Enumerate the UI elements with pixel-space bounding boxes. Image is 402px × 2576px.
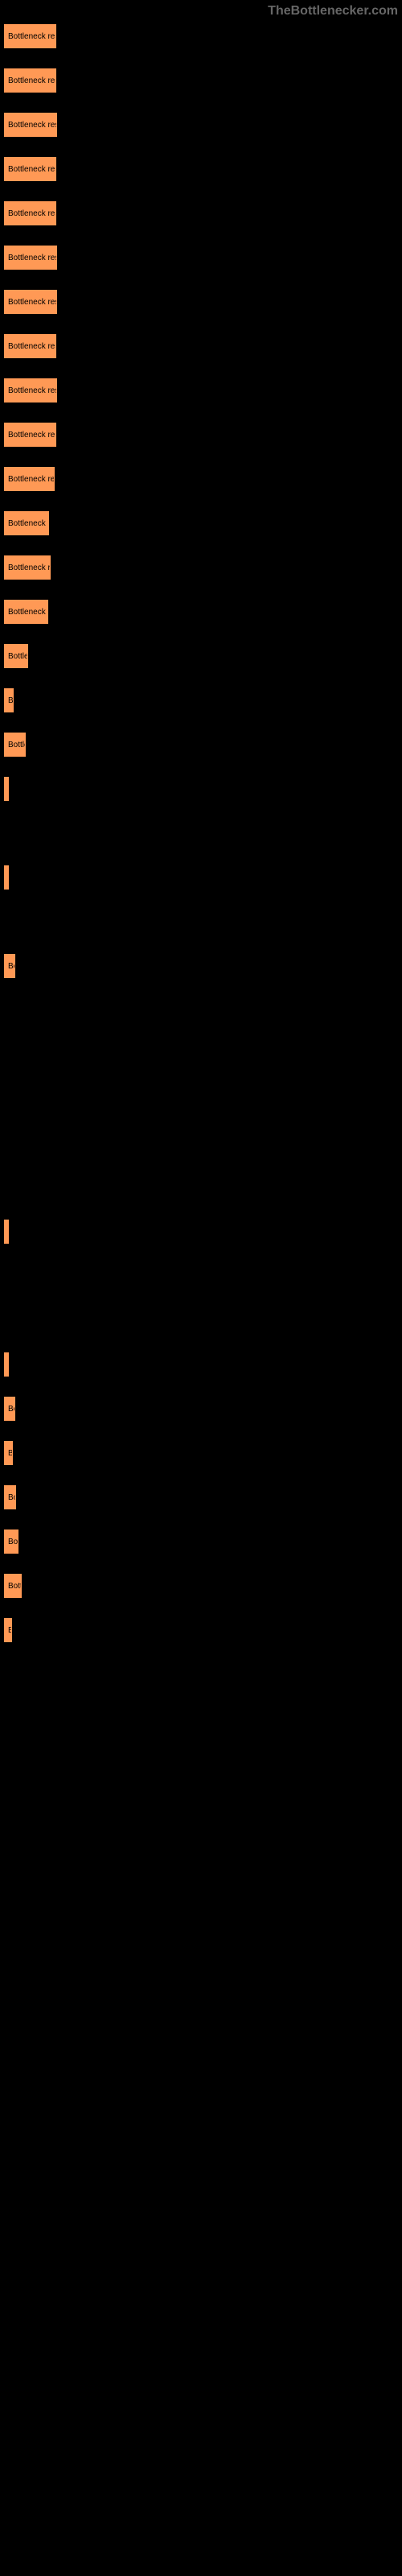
bar: Bottleneck re (4, 467, 55, 491)
bar-row (4, 1220, 402, 1244)
bar-row: Bottleneck r (4, 600, 402, 624)
bar-row: Bottleneck r (4, 555, 402, 580)
bar (4, 777, 9, 801)
bar: B (4, 688, 14, 712)
bar-row: Bottleneck resu (4, 334, 402, 358)
bar-row: B (4, 1618, 402, 1642)
bar-row (4, 1264, 402, 1288)
bar-row: Bottleneck resu (4, 246, 402, 270)
watermark: TheBottlenecker.com (268, 4, 398, 19)
bar-row (4, 1131, 402, 1155)
bar-row: B (4, 1441, 402, 1465)
bar: Bottleneck resu (4, 201, 56, 225)
bar-row: Bottlen (4, 644, 402, 668)
bar: Bottleneck resu (4, 423, 56, 447)
bar-row (4, 910, 402, 934)
bar: Bottleneck r (4, 511, 49, 535)
bar: Bottleneck resu (4, 68, 56, 93)
bar: Bottleneck resu (4, 24, 56, 48)
bar-row: Bottleneck re (4, 467, 402, 491)
bar (4, 1220, 9, 1244)
bar-row: Bottleneck resu (4, 201, 402, 225)
bar: Bottleneck resu (4, 113, 57, 137)
bar: B (4, 1618, 12, 1642)
bar: B (4, 1441, 13, 1465)
bar-row (4, 1308, 402, 1332)
bar-row: Bottleneck resu (4, 290, 402, 314)
bar: Bo (4, 1485, 16, 1509)
bar: Bo (4, 954, 15, 978)
bar-row: Bottleneck resu (4, 378, 402, 402)
bar-row (4, 1175, 402, 1199)
bar-row: Bottleneck resu (4, 68, 402, 93)
bar: Bottleneck resu (4, 246, 57, 270)
bar-chart: Bottleneck resu Bottleneck resu Bottleneck… (0, 0, 402, 1642)
bar-row: Bo (4, 954, 402, 978)
bar-row: B (4, 688, 402, 712)
bar: Bottleneck resu (4, 290, 57, 314)
bar (4, 865, 9, 890)
bar-row (4, 777, 402, 801)
bar-row: Bottle (4, 733, 402, 757)
bar (4, 1352, 9, 1377)
bar-row: Bo (4, 1397, 402, 1421)
bar-row: Bot (4, 1530, 402, 1554)
bar: Bottleneck r (4, 600, 48, 624)
bar: Bo (4, 1397, 15, 1421)
bar-row: Bottleneck resu (4, 113, 402, 137)
bar-row: Bott (4, 1574, 402, 1598)
bar-row (4, 821, 402, 845)
bar-row: Bottleneck r (4, 511, 402, 535)
bar: Bot (4, 1530, 18, 1554)
bar-row (4, 865, 402, 890)
bar-row: Bo (4, 1485, 402, 1509)
bar: Bottleneck resu (4, 157, 56, 181)
bar-row (4, 998, 402, 1022)
bar: Bottleneck resu (4, 378, 57, 402)
bar-row: Bottleneck resu (4, 24, 402, 48)
bar-row (4, 1087, 402, 1111)
bar: Bottleneck resu (4, 334, 56, 358)
bar: Bott (4, 1574, 22, 1598)
bar-row (4, 1352, 402, 1377)
bar: Bottleneck r (4, 555, 51, 580)
bar-row: Bottleneck resu (4, 423, 402, 447)
bar: Bottle (4, 733, 26, 757)
bar: Bottlen (4, 644, 28, 668)
bar-row: Bottleneck resu (4, 157, 402, 181)
bar-row (4, 1042, 402, 1067)
